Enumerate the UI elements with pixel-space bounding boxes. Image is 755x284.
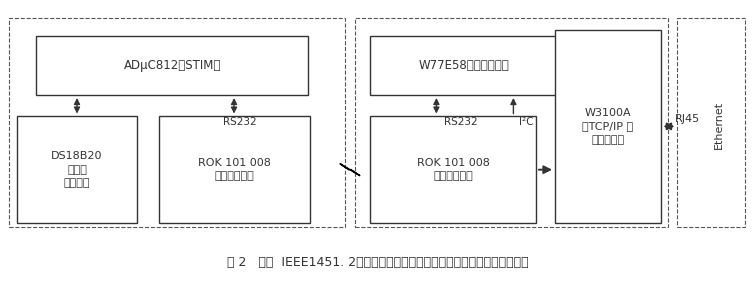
Text: I²C: I²C: [519, 117, 534, 127]
Bar: [370, 36, 559, 95]
Bar: [677, 18, 745, 227]
Bar: [159, 116, 310, 223]
Bar: [555, 30, 661, 223]
Text: RJ45: RJ45: [674, 114, 700, 124]
Text: ADμC812（STIM）: ADμC812（STIM）: [124, 59, 220, 72]
Bar: [355, 18, 668, 227]
Bar: [9, 18, 345, 227]
Text: W3100A
（TCP/IP 协
议栈芯片）: W3100A （TCP/IP 协 议栈芯片）: [582, 108, 633, 145]
Text: DS18B20
（温度
传感器）: DS18B20 （温度 传感器）: [51, 151, 103, 188]
Text: ROK 101 008
（蓝牙模块）: ROK 101 008 （蓝牙模块）: [198, 158, 270, 181]
Text: RS232: RS232: [223, 117, 257, 127]
Bar: [370, 116, 536, 223]
Text: ROK 101 008
（蓝牙模块）: ROK 101 008 （蓝牙模块）: [417, 158, 489, 181]
Text: W77E58（微处理器）: W77E58（微处理器）: [419, 59, 510, 72]
Bar: [17, 116, 137, 223]
Text: Ethernet: Ethernet: [713, 101, 724, 149]
Text: RS232: RS232: [444, 117, 478, 127]
Bar: [36, 36, 308, 95]
Text: 图 2   基于  IEEE1451. 2和蓝牙协议的无线网络化传感器实验装置结构原理图: 图 2 基于 IEEE1451. 2和蓝牙协议的无线网络化传感器实验装置结构原理…: [226, 256, 528, 269]
